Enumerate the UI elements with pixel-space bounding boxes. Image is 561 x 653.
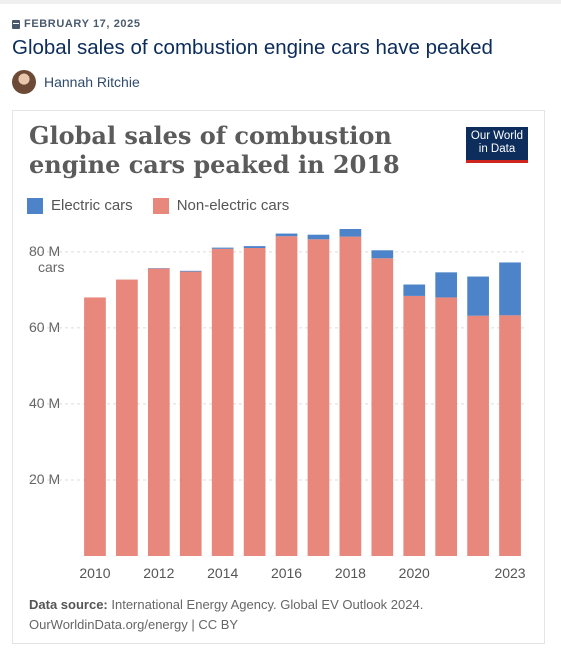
y-tick-label: 80 M	[29, 243, 60, 259]
x-tick-label: 2020	[399, 565, 430, 581]
bar-non-electric	[116, 279, 138, 556]
bar-non-electric	[307, 239, 330, 556]
bar-electric	[435, 272, 458, 298]
source-text: International Energy Agency. Global EV O…	[111, 597, 424, 612]
y-tick-label: 40 M	[29, 395, 60, 411]
bar-non-electric	[499, 315, 521, 556]
chart-card: Global sales of combustion engine cars p…	[12, 110, 545, 644]
x-tick-label: 2010	[79, 565, 110, 581]
bar-non-electric	[435, 297, 458, 556]
legend-swatch-electric	[27, 197, 43, 214]
x-tick-label: 2016	[271, 565, 302, 581]
chart-title: Global sales of combustion engine cars p…	[29, 121, 400, 179]
logo-line1: Our World	[470, 130, 524, 142]
x-tick-label: 2018	[335, 565, 366, 581]
x-tick-label: 2014	[207, 565, 238, 581]
chart-source: Data source: International Energy Agency…	[29, 595, 423, 635]
bar-non-electric	[275, 236, 298, 556]
author-name[interactable]: Hannah Ritchie	[44, 74, 140, 90]
chart-title-line2: engine cars peaked in 2018	[29, 150, 400, 179]
bar-non-electric	[179, 271, 202, 556]
bar-electric	[307, 234, 330, 240]
bar-electric	[339, 229, 362, 237]
source-label: Data source:	[29, 597, 108, 612]
bar-non-electric	[84, 297, 106, 556]
chart-title-line1: Global sales of combustion	[29, 121, 392, 150]
owid-logo[interactable]: Our World in Data	[466, 127, 528, 163]
legend-swatch-non-electric	[152, 197, 169, 214]
bar-electric	[243, 246, 266, 249]
bar-non-electric	[211, 248, 234, 556]
bar-electric	[275, 233, 298, 237]
chart-legend: Electric cars Non-electric cars	[27, 197, 309, 214]
bar-electric	[467, 276, 489, 316]
legend-item-electric[interactable]: Electric cars	[27, 197, 133, 214]
bar-electric	[179, 270, 202, 272]
x-tick-label: 2023	[494, 565, 525, 581]
article-date: FEBRUARY 17, 2025	[12, 18, 141, 30]
bar-non-electric	[339, 236, 362, 556]
bar-electric	[211, 247, 234, 249]
bar-non-electric	[147, 268, 170, 556]
bar-electric	[499, 262, 521, 316]
bar-non-electric	[467, 315, 489, 556]
legend-label-electric: Electric cars	[51, 197, 133, 214]
y-tick-label: 60 M	[29, 319, 60, 335]
bar-non-electric	[403, 295, 426, 556]
legend-label-non-electric: Non-electric cars	[176, 197, 290, 214]
logo-line2: in Data	[478, 143, 516, 155]
bar-non-electric	[371, 258, 394, 556]
date-text: FEBRUARY 17, 2025	[24, 18, 141, 30]
bar-electric	[403, 284, 426, 296]
calendar-icon	[12, 19, 20, 29]
legend-item-non-electric[interactable]: Non-electric cars	[152, 197, 290, 214]
bar-non-electric	[243, 248, 266, 556]
top-strip	[0, 0, 561, 4]
article-title[interactable]: Global sales of combustion engine cars h…	[12, 36, 493, 59]
bar-electric	[371, 250, 394, 259]
y-tick-label: 20 M	[29, 471, 60, 487]
x-tick-label: 2012	[143, 565, 174, 581]
license-text[interactable]: OurWorldinData.org/energy | CC BY	[29, 617, 239, 632]
author-avatar	[12, 70, 36, 94]
author-row[interactable]: Hannah Ritchie	[12, 70, 140, 94]
y-unit-label: cars	[38, 259, 64, 275]
